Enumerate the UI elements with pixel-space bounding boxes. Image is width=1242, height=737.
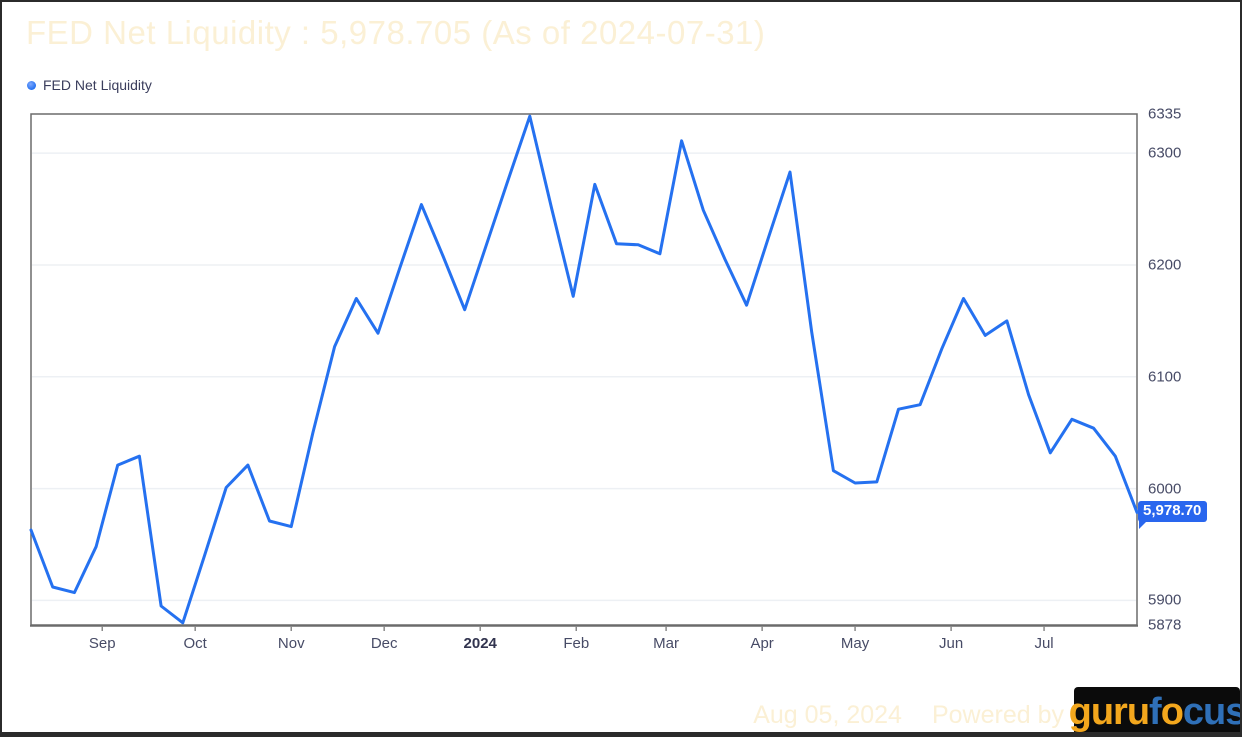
last-value-badge: 5,978.70 <box>1138 501 1208 530</box>
x-tick-label: Jul <box>1034 635 1054 652</box>
powered-by-text: Powered by <box>931 701 1064 729</box>
y-tick-label: 6335 <box>1148 105 1182 123</box>
chart-title: FED Net Liquidity : 5,978.705 (As of 202… <box>26 14 766 51</box>
y-tick-label: 6300 <box>1148 144 1182 162</box>
x-tick-label: Dec <box>370 635 398 652</box>
series-marker-icon <box>27 80 36 90</box>
x-tick-label: Jun <box>939 635 964 652</box>
y-tick-label: 6100 <box>1148 368 1182 386</box>
x-tick-label: Apr <box>750 635 774 652</box>
x-tick-label: May <box>840 635 870 652</box>
y-tick-label: 6200 <box>1148 256 1182 274</box>
x-tick-label: Sep <box>88 635 116 652</box>
legend-label: FED Net Liquidity <box>43 77 152 93</box>
x-tick-label: 2024 <box>463 635 497 652</box>
logo-letter-group: o <box>1160 691 1184 733</box>
watermark-date: Aug 05, 2024 <box>753 701 902 729</box>
y-tick-label: 6000 <box>1148 480 1182 498</box>
gurufocus-logo[interactable]: guru f o cus <box>1069 687 1242 733</box>
y-tick-label: 5878 <box>1148 616 1182 634</box>
plot-border <box>30 113 1138 626</box>
x-tick-label: Nov <box>277 635 305 652</box>
watermark-footer: Aug 05, 2024 Powered by <box>753 701 1064 730</box>
logo-letter-group: f <box>1149 691 1162 733</box>
x-tick-label: Mar <box>653 635 680 652</box>
logo-letter-group: cus <box>1182 691 1242 733</box>
x-tick-label: Oct <box>183 635 207 652</box>
logo-letter-group: guru <box>1068 691 1150 733</box>
y-tick-label: 5900 <box>1148 591 1182 609</box>
x-tick-label: Feb <box>563 635 590 652</box>
legend[interactable]: FED Net Liquidity <box>27 77 152 93</box>
fed-net-liquidity-line <box>29 114 1139 625</box>
